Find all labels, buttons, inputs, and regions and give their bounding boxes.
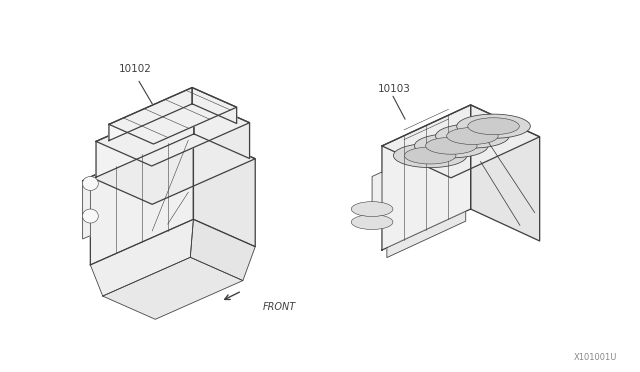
Ellipse shape bbox=[436, 124, 509, 148]
Polygon shape bbox=[83, 177, 90, 239]
Polygon shape bbox=[109, 87, 237, 144]
Polygon shape bbox=[193, 131, 255, 247]
Polygon shape bbox=[96, 98, 194, 177]
Ellipse shape bbox=[351, 202, 393, 217]
Polygon shape bbox=[96, 98, 250, 166]
Ellipse shape bbox=[457, 114, 531, 138]
Ellipse shape bbox=[447, 128, 498, 144]
Polygon shape bbox=[372, 172, 382, 228]
Polygon shape bbox=[470, 105, 540, 241]
Text: 10103: 10103 bbox=[378, 84, 410, 94]
Ellipse shape bbox=[394, 144, 467, 168]
Ellipse shape bbox=[426, 137, 477, 154]
Polygon shape bbox=[90, 219, 193, 296]
Polygon shape bbox=[103, 257, 243, 319]
Text: 10102: 10102 bbox=[118, 64, 151, 74]
Polygon shape bbox=[90, 131, 193, 265]
Polygon shape bbox=[382, 105, 470, 250]
Text: FRONT: FRONT bbox=[262, 302, 296, 312]
Ellipse shape bbox=[468, 118, 519, 135]
Ellipse shape bbox=[351, 215, 393, 230]
Ellipse shape bbox=[415, 134, 488, 158]
Polygon shape bbox=[90, 131, 255, 204]
Ellipse shape bbox=[404, 147, 456, 164]
Polygon shape bbox=[382, 105, 540, 178]
Ellipse shape bbox=[83, 209, 99, 223]
Polygon shape bbox=[194, 98, 250, 158]
Polygon shape bbox=[192, 87, 237, 124]
Polygon shape bbox=[387, 211, 466, 257]
Text: X101001U: X101001U bbox=[574, 353, 618, 362]
Polygon shape bbox=[109, 87, 192, 141]
Ellipse shape bbox=[83, 176, 99, 190]
Polygon shape bbox=[190, 219, 255, 280]
